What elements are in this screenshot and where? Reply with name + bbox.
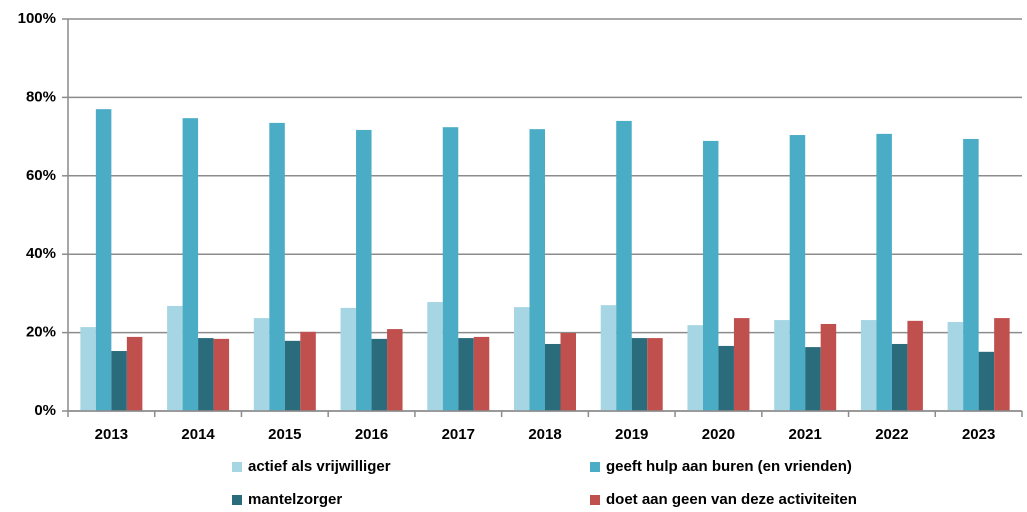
bar — [774, 320, 790, 411]
x-tick-label: 2021 — [788, 426, 821, 443]
bar — [545, 343, 561, 411]
bar — [213, 338, 230, 411]
bar — [631, 338, 648, 411]
bar — [876, 133, 892, 411]
bar — [529, 129, 545, 412]
y-tick-label: 0% — [34, 402, 56, 419]
bar — [805, 347, 821, 411]
y-tick-label: 80% — [26, 88, 56, 105]
bar — [733, 318, 750, 411]
y-tick-label: 100% — [18, 10, 56, 27]
bar — [616, 120, 632, 412]
bar — [514, 307, 530, 411]
y-tick-label: 40% — [26, 245, 56, 262]
x-tick-label: 2019 — [615, 426, 648, 443]
bar — [95, 109, 112, 411]
legend-swatch — [232, 462, 242, 472]
legend-label: doet aan geen van deze activiteiten — [606, 491, 857, 508]
bar — [427, 302, 443, 411]
bar — [647, 338, 663, 411]
legend-swatch — [590, 462, 600, 472]
bar — [860, 320, 877, 411]
bar — [718, 345, 734, 411]
legend-label: actief als vrijwilliger — [248, 458, 391, 475]
x-tick-label: 2020 — [702, 426, 735, 443]
bar — [947, 322, 964, 411]
y-tick-label: 60% — [26, 167, 56, 184]
legend-swatch — [590, 495, 600, 505]
bar — [600, 305, 617, 411]
bar — [182, 118, 199, 412]
bar — [789, 135, 806, 412]
legend-label: geeft hulp aan buren (en vrienden) — [606, 458, 852, 475]
x-tick-label: 2013 — [95, 426, 128, 443]
bar — [300, 331, 316, 411]
x-tick-label: 2017 — [442, 426, 475, 443]
bar — [458, 338, 474, 411]
legend-swatch — [232, 495, 242, 505]
bar — [356, 129, 372, 411]
x-tick-label: 2023 — [962, 426, 995, 443]
bar — [473, 336, 490, 411]
x-tick-label: 2016 — [355, 426, 388, 443]
legend-label: mantelzorger — [248, 491, 342, 508]
bar — [253, 318, 270, 411]
bar — [340, 307, 357, 411]
bar — [560, 332, 576, 411]
bar — [387, 329, 403, 411]
bar — [167, 305, 183, 411]
bar — [269, 122, 285, 411]
y-tick-label: 20% — [26, 324, 56, 341]
bar — [111, 351, 127, 411]
bar — [371, 338, 388, 411]
bar — [80, 327, 96, 411]
bar — [284, 340, 301, 411]
bar — [994, 318, 1010, 411]
x-tick-label: 2015 — [268, 426, 301, 443]
bar — [126, 336, 143, 411]
bar — [820, 323, 837, 411]
bar — [198, 338, 214, 411]
bar — [687, 325, 703, 411]
bar — [907, 320, 923, 411]
bar — [702, 140, 719, 412]
bar — [891, 343, 908, 411]
x-tick-label: 2014 — [181, 426, 215, 443]
bar — [963, 138, 979, 411]
bar — [978, 351, 995, 411]
x-tick-label: 2022 — [875, 426, 908, 443]
bar — [442, 127, 459, 411]
x-tick-label: 2018 — [528, 426, 561, 443]
